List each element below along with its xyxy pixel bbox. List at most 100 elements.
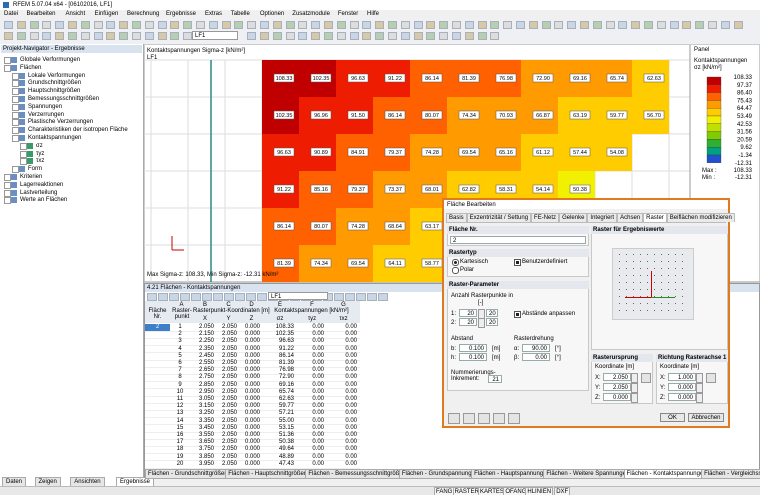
menu-item[interactable]: Optionen xyxy=(259,11,285,17)
table-tool[interactable] xyxy=(147,293,157,301)
tree-toggle[interactable] xyxy=(4,64,11,72)
input-field[interactable]: 0.000 xyxy=(668,383,696,391)
toolbar-button[interactable] xyxy=(196,21,205,29)
toolbar-button[interactable] xyxy=(720,21,730,29)
toolbar-button[interactable] xyxy=(260,32,269,40)
toolbar-button[interactable] xyxy=(42,21,52,29)
toolbar-button[interactable] xyxy=(132,32,141,40)
tree-item[interactable]: Verzerrungen xyxy=(28,111,65,118)
toolbar-button[interactable] xyxy=(144,21,154,29)
toolbar-button[interactable] xyxy=(234,21,244,29)
dialog-tab[interactable]: FE-Netz xyxy=(531,213,560,222)
tree-item[interactable]: Form xyxy=(28,166,42,173)
dialog-tool[interactable] xyxy=(463,413,475,424)
status-button[interactable]: DXF xyxy=(554,487,571,495)
table-tab[interactable]: Flächen - Weitere Spannungen xyxy=(543,469,633,479)
tree-item[interactable]: Flächen xyxy=(20,64,42,71)
table-tab[interactable]: Flächen - Kontaktspannungen xyxy=(623,469,710,479)
toolbar-button[interactable] xyxy=(311,21,321,29)
input-field[interactable]: 2.050 xyxy=(603,383,631,391)
toolbar-button[interactable] xyxy=(106,32,116,40)
toolbar-button[interactable] xyxy=(644,21,653,29)
table-loadcase[interactable]: LF1 xyxy=(268,292,328,300)
dialog-tool[interactable] xyxy=(493,413,505,424)
toolbar-button[interactable] xyxy=(349,21,359,29)
table-tool[interactable] xyxy=(224,293,234,301)
checkbox[interactable] xyxy=(514,311,521,318)
toolbar-button[interactable] xyxy=(490,32,500,40)
toolbar-button[interactable] xyxy=(132,21,141,29)
menu-item[interactable]: Ansicht xyxy=(65,11,86,17)
spinner[interactable] xyxy=(631,393,638,403)
toolbar-button[interactable] xyxy=(29,21,39,29)
toolbar-button[interactable] xyxy=(324,21,333,29)
tree-item[interactable]: Lokale Verformungen xyxy=(28,72,86,79)
toolbar-button[interactable] xyxy=(272,32,282,40)
input-field[interactable]: 90.00 xyxy=(522,344,550,352)
toolbar-button[interactable] xyxy=(349,32,359,40)
tree-item[interactable]: Spannungen xyxy=(28,103,63,110)
tree-item[interactable]: Charakteristiken der isotropen Fläche xyxy=(28,127,128,134)
toolbar-button[interactable] xyxy=(426,32,436,40)
toolbar-button[interactable] xyxy=(439,21,449,29)
tree-item[interactable]: τxz xyxy=(36,158,45,165)
tree-toggle[interactable] xyxy=(12,127,19,135)
dialog-tab[interactable]: Raster xyxy=(643,213,667,222)
toolbar-button[interactable] xyxy=(580,21,589,29)
toolbar-button[interactable] xyxy=(413,32,423,40)
toolbar-button[interactable] xyxy=(285,21,295,29)
toolbar-button[interactable] xyxy=(452,32,461,40)
tree-toggle[interactable] xyxy=(4,189,11,197)
dialog-tab[interactable]: Basis xyxy=(446,213,467,222)
input-field[interactable]: 20 xyxy=(486,318,498,326)
toolbar-button[interactable] xyxy=(324,32,333,40)
toolbar-button[interactable] xyxy=(119,21,129,29)
toolbar-button[interactable] xyxy=(4,21,13,29)
dialog-tab[interactable]: Gelenke xyxy=(559,213,588,222)
toolbar-button[interactable] xyxy=(733,21,743,29)
menu-item[interactable]: Tabelle xyxy=(230,11,250,17)
toolbar-button[interactable] xyxy=(93,21,103,29)
tree-toggle[interactable] xyxy=(4,174,11,181)
input-field[interactable]: 0.00 xyxy=(522,353,550,361)
toolbar-button[interactable] xyxy=(221,21,231,29)
toolbar-button[interactable] xyxy=(247,21,257,29)
table-tool[interactable] xyxy=(202,293,212,301)
toolbar-button[interactable] xyxy=(119,32,129,40)
menu-item[interactable]: Datei xyxy=(4,11,19,17)
toolbar-button[interactable] xyxy=(375,21,385,29)
tree-toggle[interactable] xyxy=(12,103,19,111)
tree-toggle[interactable] xyxy=(4,181,11,189)
toolbar-button[interactable] xyxy=(682,21,692,29)
dialog-tab[interactable]: Beiflächen modifizieren xyxy=(666,213,735,222)
dialog-button[interactable]: Abbrechen xyxy=(688,413,724,422)
toolbar-button[interactable] xyxy=(439,32,449,40)
tree-toggle[interactable] xyxy=(12,111,19,119)
input-field[interactable]: 1.000 xyxy=(668,373,696,381)
tree-item[interactable]: Bemessungsschnittgrößen xyxy=(28,96,100,102)
toolbar-button[interactable] xyxy=(29,32,39,40)
toolbar-button[interactable] xyxy=(93,32,103,40)
toolbar-button[interactable] xyxy=(541,21,551,29)
table-tool[interactable] xyxy=(378,293,388,301)
toolbar-button[interactable] xyxy=(183,21,193,29)
toolbar-button[interactable] xyxy=(528,21,538,29)
toolbar-button[interactable] xyxy=(708,21,717,29)
toolbar-button[interactable] xyxy=(157,32,167,40)
menu-item[interactable]: Hilfe xyxy=(367,11,380,17)
table-tool[interactable] xyxy=(246,293,256,301)
tree-toggle[interactable] xyxy=(12,96,19,103)
tree-item[interactable]: Hauptschnittgrößen xyxy=(28,88,81,95)
status-button[interactable]: RASTER xyxy=(452,487,481,495)
tree-toggle[interactable] xyxy=(4,197,11,205)
tree-item[interactable]: Lastverteilung xyxy=(20,189,58,196)
table-tool[interactable] xyxy=(213,293,223,301)
toolbar-button[interactable] xyxy=(208,21,218,29)
toolbar-button[interactable] xyxy=(516,21,525,29)
tree-item[interactable]: τyz xyxy=(36,150,45,157)
table-tool[interactable] xyxy=(158,293,168,301)
input-field[interactable]: 2.050 xyxy=(603,373,631,381)
pick-button[interactable] xyxy=(641,373,651,383)
tree-toggle[interactable] xyxy=(12,88,19,96)
toolbar-button[interactable] xyxy=(695,21,705,29)
